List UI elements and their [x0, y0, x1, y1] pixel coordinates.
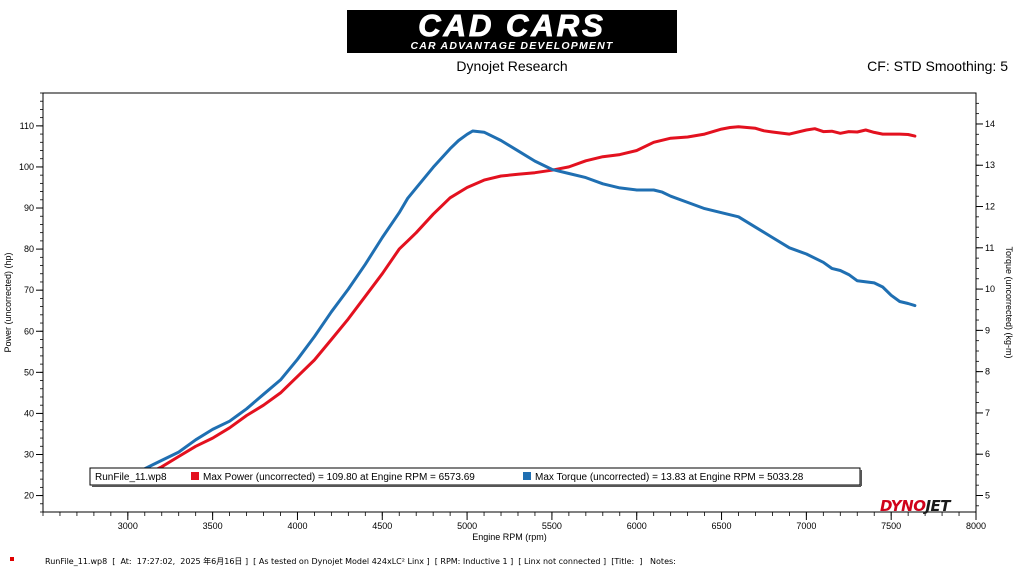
y-right-tick-label: 13	[985, 160, 995, 170]
legend-label-torque: Max Torque (uncorrected) = 13.83 at Engi…	[535, 472, 804, 483]
y-left-tick-label: 90	[24, 203, 34, 213]
legend-swatch-torque	[523, 472, 531, 480]
x-tick-label: 6500	[712, 521, 732, 531]
y-right-tick-label: 10	[985, 284, 995, 294]
x-tick-label: 6000	[627, 521, 647, 531]
x-tick-label: 4500	[372, 521, 392, 531]
y-right-tick-label: 11	[985, 243, 994, 253]
brand-part2: JET	[925, 497, 951, 515]
dynojet-brand: DYNOJET	[880, 497, 951, 515]
x-tick-label: 5000	[457, 521, 477, 531]
y-right-tick-label: 12	[985, 202, 995, 212]
y-left-tick-label: 20	[24, 491, 34, 501]
footer-run-marker	[10, 557, 14, 561]
y-right-tick-label: 5	[985, 490, 990, 500]
chart-subtitle: Dynojet Research	[456, 58, 568, 74]
brand-part1: DYNO	[880, 497, 926, 515]
y-right-axis-label: Torque (uncorrected) (kg-m)	[1004, 246, 1014, 358]
y-left-tick-label: 80	[24, 244, 34, 254]
y-left-axis-label: Power (uncorrected) (hp)	[3, 252, 13, 352]
legend-swatch-power	[191, 472, 199, 480]
x-tick-label: 8000	[966, 521, 986, 531]
y-right-tick-label: 6	[985, 449, 990, 459]
y-right-tick-label: 7	[985, 408, 990, 418]
torque-series-line	[131, 129, 917, 479]
power-series-line	[131, 125, 917, 481]
y-left-tick-label: 30	[24, 449, 34, 459]
y-right-tick-label: 14	[985, 119, 995, 129]
legend-run-name: RunFile_11.wp8	[95, 472, 167, 483]
x-tick-label: 3000	[118, 521, 138, 531]
y-right-tick-label: 8	[985, 367, 990, 377]
plot-frame	[42, 92, 977, 513]
logo-sub-text: CAR ADVANTAGE DEVELOPMENT	[410, 40, 614, 52]
legend-label-power: Max Power (uncorrected) = 109.80 at Engi…	[203, 472, 475, 483]
x-tick-label: 3500	[203, 521, 223, 531]
y-left-tick-label: 60	[24, 326, 34, 336]
y-left-tick-label: 70	[24, 285, 34, 295]
cf-smoothing-info: CF: STD Smoothing: 5	[867, 58, 1008, 74]
x-axis-label: Engine RPM (rpm)	[472, 532, 547, 542]
y-left-tick-label: 100	[19, 162, 34, 172]
chart-legend: RunFile_11.wp8 Max Power (uncorrected) = …	[89, 467, 862, 487]
y-left-tick-label: 40	[24, 408, 34, 418]
x-tick-label: 4000	[287, 521, 307, 531]
x-tick-label: 5500	[542, 521, 562, 531]
x-tick-label: 7500	[881, 521, 901, 531]
footer-run-info: RunFile_11.wp8 [ At: 17:27:02, 2025 年6月1…	[45, 557, 676, 566]
logo-main-text: CAD CARS	[418, 8, 606, 43]
y-left-tick-label: 110	[20, 121, 34, 131]
y-left-tick-label: 50	[24, 367, 34, 377]
y-right-tick-label: 9	[985, 325, 990, 335]
cad-cars-logo: CAD CARS CAR ADVANTAGE DEVELOPMENT	[347, 10, 677, 53]
x-tick-label: 7000	[796, 521, 816, 531]
